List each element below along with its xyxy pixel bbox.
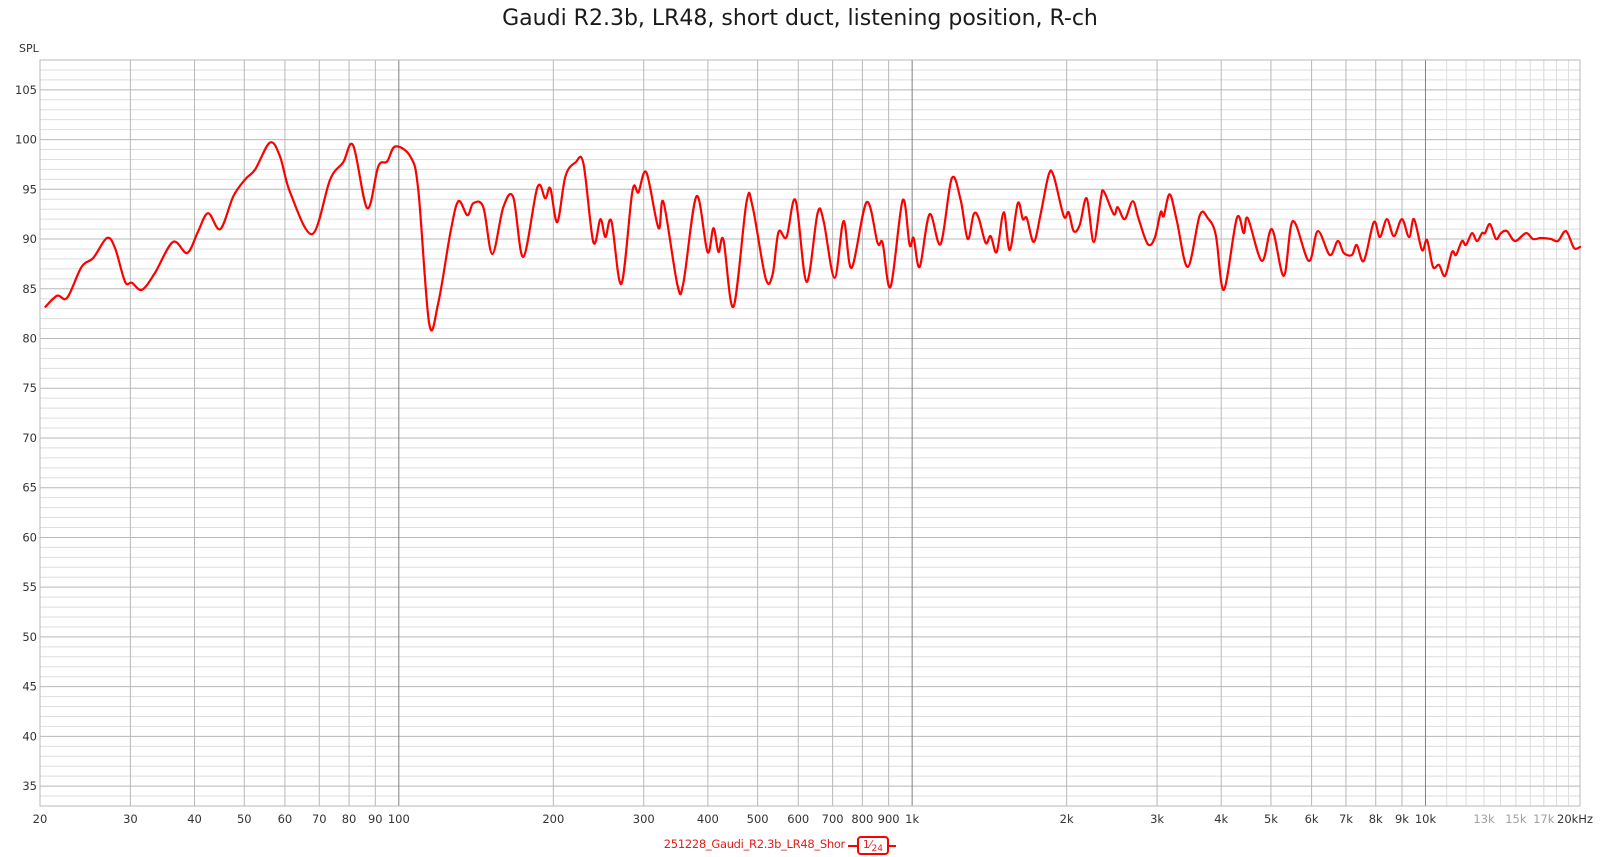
- x-tick-label: 15k: [1505, 812, 1527, 826]
- x-tick-label: 100: [388, 812, 410, 826]
- y-tick-label: 80: [22, 332, 37, 346]
- plot-frame: [39, 59, 1581, 807]
- x-tick-label: 20: [33, 812, 48, 826]
- y-tick-label: 40: [22, 729, 37, 743]
- smoothing-numerator: 1: [863, 839, 870, 851]
- x-tick-label: 10k: [1415, 812, 1437, 826]
- x-tick-label: 5k: [1264, 812, 1278, 826]
- y-tick-label: 50: [22, 630, 37, 644]
- x-tick-label: 600: [787, 812, 809, 826]
- x-tick-label: 1k: [905, 812, 919, 826]
- x-tick-label: 13k: [1473, 812, 1495, 826]
- x-tick-label: 90: [368, 812, 383, 826]
- x-tick-label: 300: [633, 812, 655, 826]
- x-tick-label: 17k: [1533, 812, 1555, 826]
- smoothing-denominator: 24: [871, 844, 883, 855]
- x-tick-label: 9k: [1395, 812, 1409, 826]
- legend-line-swatch: [848, 845, 857, 847]
- smoothing-badge[interactable]: 1⁄24: [857, 836, 889, 855]
- legend: 251228_Gaudi_R2.3b_LR48_Shor 1⁄24: [0, 835, 1600, 855]
- x-tick-label: 6k: [1305, 812, 1319, 826]
- legend-line-swatch: [887, 845, 896, 847]
- y-tick-label: 105: [15, 83, 37, 97]
- x-tick-label: 2k: [1060, 812, 1074, 826]
- y-axis-label: SPL: [19, 42, 39, 55]
- y-tick-label: 75: [22, 381, 37, 395]
- y-tick-label: 100: [15, 133, 37, 147]
- y-tick-label: 45: [22, 680, 37, 694]
- minor-gridlines: [40, 59, 1580, 807]
- x-tick-label: 60: [278, 812, 293, 826]
- y-tick-label: 60: [22, 530, 37, 544]
- y-tick-label: 55: [22, 580, 37, 594]
- x-tick-label: 3k: [1150, 812, 1164, 826]
- y-tick-label: 85: [22, 282, 37, 296]
- x-axis-ticks: 20 30 40 50 60 70 80 90 100 200 300 400 500 600 700 800…: [33, 812, 1593, 826]
- x-tick-label: 20kHz: [1557, 812, 1593, 826]
- y-tick-label: 70: [22, 431, 37, 445]
- x-tick-label: 200: [542, 812, 564, 826]
- x-tick-label: 4k: [1214, 812, 1228, 826]
- y-axis-ticks: 35 40 45 50 55 60 65 70 75 80 85 90 95 100 105: [15, 83, 37, 793]
- chart-title: Gaudi R2.3b, LR48, short duct, listening…: [502, 6, 1098, 31]
- x-tick-label: 800: [851, 812, 873, 826]
- x-tick-label: 900: [878, 812, 900, 826]
- y-tick-label: 90: [22, 232, 37, 246]
- spl-curve[interactable]: [44, 141, 1582, 332]
- x-tick-label: 50: [237, 812, 252, 826]
- legend-series-label[interactable]: 251228_Gaudi_R2.3b_LR48_Shor: [663, 837, 846, 851]
- x-tick-label: 40: [187, 812, 202, 826]
- y-tick-label: 65: [22, 481, 37, 495]
- x-tick-label: 500: [747, 812, 769, 826]
- y-tick-label: 35: [22, 779, 37, 793]
- y-tick-label: 95: [22, 182, 37, 196]
- x-tick-label: 700: [822, 812, 844, 826]
- x-tick-label: 30: [123, 812, 138, 826]
- x-tick-label: 400: [697, 812, 719, 826]
- x-tick-label: 8k: [1369, 812, 1383, 826]
- major-gridlines: [40, 60, 1580, 806]
- x-tick-label: 7k: [1339, 812, 1353, 826]
- x-tick-label: 80: [342, 812, 357, 826]
- x-tick-label: 70: [312, 812, 327, 826]
